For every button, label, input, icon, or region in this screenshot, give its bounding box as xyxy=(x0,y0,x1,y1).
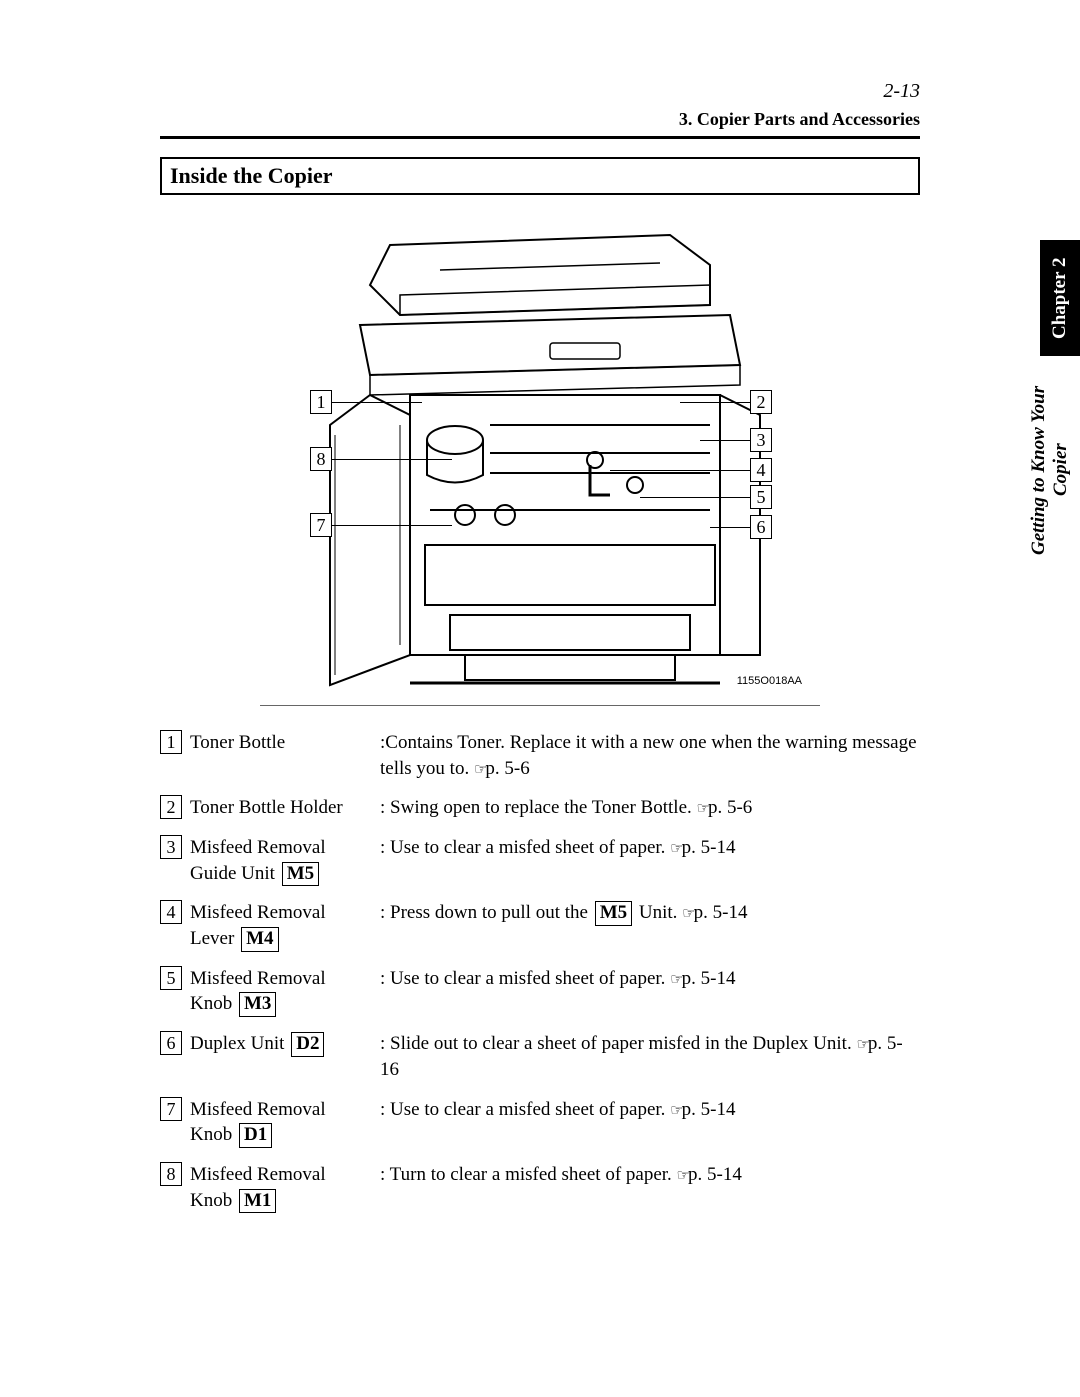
item-label: Toner Bottle xyxy=(190,730,380,756)
item-description: : Swing open to replace the Toner Bottle… xyxy=(380,795,920,821)
unit-code: M4 xyxy=(241,927,278,952)
callout-2: 2 xyxy=(750,390,772,414)
item-description: : Use to clear a misfed sheet of paper. … xyxy=(380,1097,920,1123)
copier-figure: 1 8 7 2 3 4 5 6 1155O018AA xyxy=(240,215,840,695)
unit-code: D1 xyxy=(239,1123,272,1148)
unit-code: M3 xyxy=(239,992,276,1017)
reference-icon: ☞ xyxy=(677,1167,688,1184)
item-label: Misfeed Removal Guide Unit M5 xyxy=(190,835,380,886)
page-title: Inside the Copier xyxy=(160,157,920,195)
parts-list-row: 3 Misfeed Removal Guide Unit M5: Use to c… xyxy=(160,835,920,886)
item-description: : Use to clear a misfed sheet of paper. … xyxy=(380,966,920,992)
item-description: :Contains Toner. Replace it with a new o… xyxy=(380,730,920,781)
parts-list-row: 7 Misfeed Removal Knob D1: Use to clear a… xyxy=(160,1097,920,1148)
item-number: 5 xyxy=(160,966,182,990)
reference-icon: ☞ xyxy=(670,971,681,988)
reference-icon: ☞ xyxy=(670,1102,681,1119)
callout-line xyxy=(332,402,422,403)
item-number: 6 xyxy=(160,1031,182,1055)
reference-icon: ☞ xyxy=(670,840,681,857)
page-content: 2-13 3. Copier Parts and Accessories Ins… xyxy=(160,80,920,1227)
item-number: 3 xyxy=(160,835,182,859)
item-description: : Turn to clear a misfed sheet of paper.… xyxy=(380,1162,920,1188)
header-rule xyxy=(160,136,920,139)
callout-line xyxy=(610,470,750,471)
callout-5: 5 xyxy=(750,485,772,509)
item-number: 8 xyxy=(160,1162,182,1186)
parts-list-row: 6 Duplex Unit D2: Slide out to clear a sh… xyxy=(160,1031,920,1082)
item-label: Misfeed Removal Knob M3 xyxy=(190,966,380,1017)
parts-list-row: 1 Toner Bottle:Contains Toner. Replace it… xyxy=(160,730,920,781)
chapter-tab: Chapter 2 xyxy=(1040,240,1080,356)
callout-7: 7 xyxy=(310,513,332,537)
unit-code: M1 xyxy=(239,1189,276,1214)
callout-1: 1 xyxy=(310,390,332,414)
reference-icon: ☞ xyxy=(682,905,693,922)
item-number: 4 xyxy=(160,900,182,924)
item-label: Misfeed Removal Knob D1 xyxy=(190,1097,380,1148)
figure-rule xyxy=(260,705,820,706)
callout-6: 6 xyxy=(750,515,772,539)
item-description: : Press down to pull out the M5 Unit. ☞p… xyxy=(380,900,920,926)
item-label: Duplex Unit D2 xyxy=(190,1031,380,1057)
item-description: : Use to clear a misfed sheet of paper. … xyxy=(380,835,920,861)
callout-8: 8 xyxy=(310,447,332,471)
callout-line xyxy=(332,525,452,526)
callout-line xyxy=(332,459,452,460)
chapter-subtitle: Getting to Know Your Copier xyxy=(1028,360,1072,580)
section-header: 3. Copier Parts and Accessories xyxy=(160,109,920,130)
parts-list-row: 2 Toner Bottle Holder: Swing open to repl… xyxy=(160,795,920,821)
callout-line xyxy=(680,402,750,403)
item-description: : Slide out to clear a sheet of paper mi… xyxy=(380,1031,920,1082)
unit-code: D2 xyxy=(291,1032,324,1057)
item-label: Toner Bottle Holder xyxy=(190,795,380,821)
parts-list-row: 8 Misfeed Removal Knob M1: Turn to clear … xyxy=(160,1162,920,1213)
unit-code: M5 xyxy=(282,862,319,887)
item-label: Misfeed Removal Lever M4 xyxy=(190,900,380,951)
figure-id: 1155O018AA xyxy=(737,675,802,687)
callout-line xyxy=(700,440,750,441)
item-label: Misfeed Removal Knob M1 xyxy=(190,1162,380,1213)
reference-icon: ☞ xyxy=(856,1036,867,1053)
reference-icon: ☞ xyxy=(697,800,708,817)
item-number: 1 xyxy=(160,730,182,754)
parts-list-row: 4 Misfeed Removal Lever M4: Press down to… xyxy=(160,900,920,951)
callout-4: 4 xyxy=(750,458,772,482)
parts-list-row: 5 Misfeed Removal Knob M3: Use to clear a… xyxy=(160,966,920,1017)
reference-icon: ☞ xyxy=(474,761,485,778)
page-number: 2-13 xyxy=(160,80,920,103)
callout-line xyxy=(710,527,750,528)
item-number: 7 xyxy=(160,1097,182,1121)
callout-3: 3 xyxy=(750,428,772,452)
parts-list: 1 Toner Bottle:Contains Toner. Replace it… xyxy=(160,730,920,1213)
item-number: 2 xyxy=(160,795,182,819)
callout-line xyxy=(640,497,750,498)
unit-code: M5 xyxy=(595,901,632,926)
